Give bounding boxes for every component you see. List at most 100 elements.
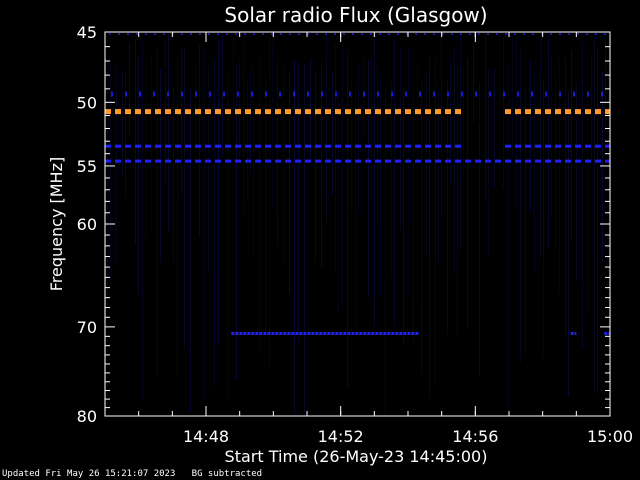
noise-column [525,85,526,357]
noise-column [358,61,359,213]
emission-mark [295,332,299,335]
emission-mark [455,159,461,163]
noise-speckle [208,33,210,35]
emission-mark [407,332,411,335]
emission-mark [535,109,541,115]
noise-speckle [424,33,426,35]
emission-mark [175,159,181,163]
emission-mark [505,109,511,115]
noise-column [125,72,126,198]
noise-column [508,63,509,412]
emission-mark [303,332,307,335]
emission-mark [215,159,221,163]
emission-mark [323,332,327,335]
noise-speckle [573,91,575,97]
emission-mark [135,144,141,148]
noise-speckle [587,91,589,97]
noise-column [543,78,544,356]
emission-mark [545,109,551,115]
emission-mark [555,159,561,163]
noise-column [377,64,378,224]
noise-speckle [363,91,365,97]
emission-mark [235,109,241,115]
noise-speckle [298,33,300,35]
noise-speckle [167,91,169,97]
noise-speckle [226,33,228,35]
noise-column [138,57,139,294]
emission-mark [595,144,601,148]
noise-column [304,64,305,416]
emission-mark [405,144,411,148]
emission-mark [435,144,441,148]
emission-mark [125,159,131,163]
emission-mark [155,159,161,163]
noise-speckle [321,91,323,97]
emission-mark [325,159,331,163]
emission-mark [335,109,341,115]
noise-speckle [550,33,552,35]
noise-speckle [172,33,174,35]
emission-mark [383,332,387,335]
noise-column [516,38,517,212]
emission-mark [135,109,141,115]
emission-mark [205,144,211,148]
emission-mark [565,109,571,115]
emission-mark [255,159,261,163]
emission-mark [355,144,361,148]
emission-mark [165,159,171,163]
emission-mark [575,159,581,163]
noise-column [400,48,401,229]
noise-speckle [496,33,498,35]
noise-column [265,75,266,337]
emission-mark [225,144,231,148]
emission-mark [285,159,291,163]
emission-mark [283,332,287,335]
noise-column [335,44,336,274]
emission-mark [525,159,531,163]
emission-mark [425,109,431,115]
emission-mark [235,332,239,335]
noise-speckle [451,33,453,35]
emission-mark [105,159,111,163]
noise-speckle [469,33,471,35]
noise-column [374,39,375,327]
emission-mark [115,144,121,148]
emission-mark [387,332,391,335]
noise-speckle [316,33,318,35]
emission-mark [355,332,359,335]
noise-speckle [604,33,606,35]
emission-mark [485,159,491,163]
noise-column [568,89,569,397]
emission-mark [365,159,371,163]
footer: Updated Fri May 26 15:21:07 2023 BG subt… [2,469,262,479]
noise-speckle [391,91,393,97]
noise-speckle [406,33,408,35]
noise-column [576,84,577,282]
noise-speckle [601,91,603,97]
noise-speckle [379,33,381,35]
noise-speckle [415,33,417,35]
noise-speckle [154,33,156,35]
emission-mark [375,332,379,335]
emission-mark [125,144,131,148]
emission-mark [251,332,255,335]
noise-speckle [532,33,534,35]
emission-mark [365,109,371,115]
emission-mark [319,332,323,335]
emission-mark [575,109,581,115]
emission-mark [105,109,111,115]
x-tick-label: 14:52 [318,427,364,446]
emission-mark [375,144,381,148]
noise-speckle [145,33,147,35]
noise-column [565,57,566,337]
noise-column [122,71,123,174]
noise-column [135,39,136,246]
emission-mark [327,332,331,335]
emission-mark [105,144,111,148]
noise-column [403,87,404,344]
noise-speckle [279,91,281,97]
emission-mark [195,144,201,148]
noise-column [571,50,572,240]
noise-column [110,58,111,283]
emission-mark [255,144,261,148]
